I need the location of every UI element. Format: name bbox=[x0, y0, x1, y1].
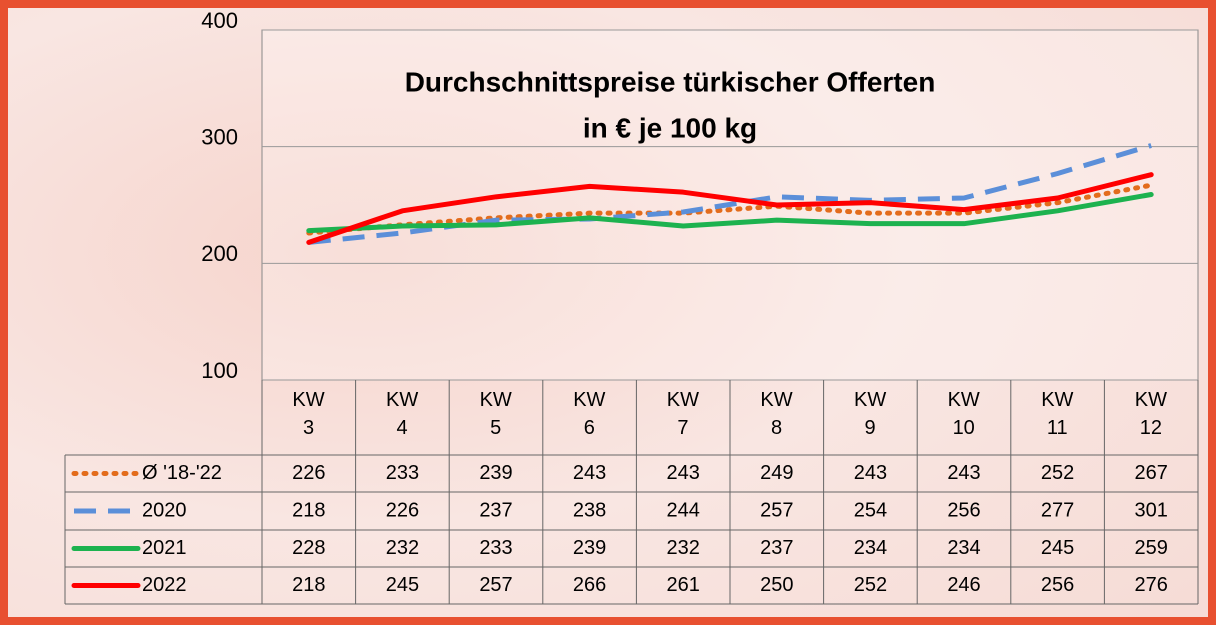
table-value: 252 bbox=[854, 574, 887, 596]
table-value: 259 bbox=[1135, 537, 1168, 559]
table-value: 266 bbox=[573, 574, 606, 596]
x-tick-label: KW 9 bbox=[824, 386, 917, 442]
table-value: 301 bbox=[1135, 499, 1168, 521]
x-tick-label: KW 7 bbox=[636, 386, 729, 442]
y-tick-label: 300 bbox=[201, 124, 238, 149]
x-tick-label: KW 11 bbox=[1011, 386, 1104, 442]
x-tick-label: KW 8 bbox=[730, 386, 823, 442]
table-value: 243 bbox=[854, 462, 887, 484]
table-value: 245 bbox=[1041, 537, 1074, 559]
y-tick-label: 100 bbox=[201, 358, 238, 383]
table-value: 239 bbox=[573, 537, 606, 559]
table-value: 252 bbox=[1041, 462, 1074, 484]
table-value: 232 bbox=[386, 537, 419, 559]
table-value: 234 bbox=[854, 537, 887, 559]
table-value: 233 bbox=[479, 537, 512, 559]
y-tick-label: 400 bbox=[201, 8, 238, 33]
table-value: 267 bbox=[1135, 462, 1168, 484]
x-tick-label: KW 4 bbox=[356, 386, 449, 442]
legend-label: 2020 bbox=[142, 499, 187, 521]
table-value: 232 bbox=[667, 537, 700, 559]
table-value: 277 bbox=[1041, 499, 1074, 521]
x-tick-label: KW 3 bbox=[262, 386, 355, 442]
table-value: 256 bbox=[1041, 574, 1074, 596]
table-value: 234 bbox=[947, 537, 980, 559]
legend-label: 2022 bbox=[142, 574, 187, 596]
table-value: 237 bbox=[479, 499, 512, 521]
x-tick-label: KW 12 bbox=[1104, 386, 1197, 442]
table-value: 261 bbox=[667, 574, 700, 596]
legend-label: Ø '18-'22 bbox=[142, 462, 222, 484]
page: Durchschnittspreise türkischer Offerten … bbox=[0, 0, 1216, 625]
table-value: 254 bbox=[854, 499, 887, 521]
y-tick-label: 200 bbox=[201, 241, 238, 266]
table-value: 257 bbox=[479, 574, 512, 596]
table-value: 245 bbox=[386, 574, 419, 596]
table-value: 218 bbox=[292, 574, 325, 596]
table-value: 249 bbox=[760, 462, 793, 484]
table-value: 256 bbox=[947, 499, 980, 521]
table-value: 226 bbox=[386, 499, 419, 521]
table-value: 244 bbox=[667, 499, 700, 521]
chart: Durchschnittspreise türkischer Offerten … bbox=[0, 0, 1216, 625]
table-value: 226 bbox=[292, 462, 325, 484]
x-tick-label: KW 10 bbox=[917, 386, 1010, 442]
x-tick-label: KW 5 bbox=[449, 386, 542, 442]
table-value: 250 bbox=[760, 574, 793, 596]
table-value: 243 bbox=[573, 462, 606, 484]
table-value: 239 bbox=[479, 462, 512, 484]
table-value: 257 bbox=[760, 499, 793, 521]
chart-title: in € je 100 kg bbox=[583, 112, 757, 143]
legend-label: 2021 bbox=[142, 537, 187, 559]
table-value: 243 bbox=[667, 462, 700, 484]
table-value: 238 bbox=[573, 499, 606, 521]
table-value: 233 bbox=[386, 462, 419, 484]
x-tick-label: KW 6 bbox=[543, 386, 636, 442]
table-value: 228 bbox=[292, 537, 325, 559]
table-value: 246 bbox=[947, 574, 980, 596]
table-value: 218 bbox=[292, 499, 325, 521]
table-value: 237 bbox=[760, 537, 793, 559]
table-value: 243 bbox=[947, 462, 980, 484]
table-value: 276 bbox=[1135, 574, 1168, 596]
chart-title: Durchschnittspreise türkischer Offerten bbox=[405, 66, 936, 97]
